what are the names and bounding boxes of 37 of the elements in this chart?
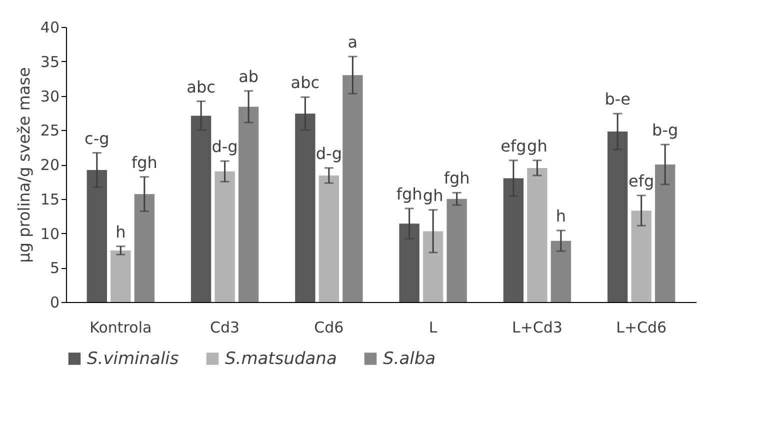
data-label: gh	[422, 186, 444, 205]
y-tick-label: 10	[40, 224, 60, 243]
y-tick-label: 5	[50, 259, 60, 278]
data-label: h	[116, 222, 126, 242]
legend-label: S.alba	[383, 348, 436, 369]
data-label: d-g	[212, 137, 238, 156]
data-label: gh	[527, 136, 548, 156]
data-label: c-g	[84, 128, 110, 148]
data-label: efg	[628, 171, 654, 190]
x-tick-label: L	[428, 318, 438, 336]
data-label: efg	[500, 136, 526, 156]
legend-label: S.viminalis	[87, 348, 179, 369]
y-tick-label: 35	[40, 52, 60, 71]
data-label: d-g	[316, 144, 342, 163]
x-tick-label: Cd3	[210, 318, 240, 336]
x-tick-label: L+Cd3	[512, 318, 562, 336]
y-tick-label: 30	[40, 87, 60, 106]
y-tick-label: 20	[40, 156, 60, 174]
y-tick-label: 40	[40, 18, 60, 36]
y-tick-label: 25	[40, 122, 60, 140]
data-label: fgh	[131, 152, 158, 172]
x-tick-label: Cd6	[314, 318, 344, 336]
data-label: fgh	[444, 168, 470, 188]
data-label: ab	[238, 66, 259, 86]
legend-label: S.matsudana	[225, 348, 337, 369]
x-tick-label: Kontrola	[90, 318, 152, 336]
y-tick-label: 15	[40, 190, 60, 208]
y-tick-label: 0	[50, 294, 60, 312]
data-label: abc	[186, 77, 216, 96]
data-label: h	[556, 206, 566, 226]
x-tick-label: L+Cd6	[616, 318, 667, 336]
data-label: b-g	[652, 120, 678, 140]
data-label: a	[348, 32, 358, 52]
data-label: abc	[290, 73, 320, 92]
y-axis-title: µg prolina/g sveže mase	[14, 67, 34, 263]
data-label: b-e	[604, 90, 630, 109]
data-label: fgh	[396, 184, 422, 204]
